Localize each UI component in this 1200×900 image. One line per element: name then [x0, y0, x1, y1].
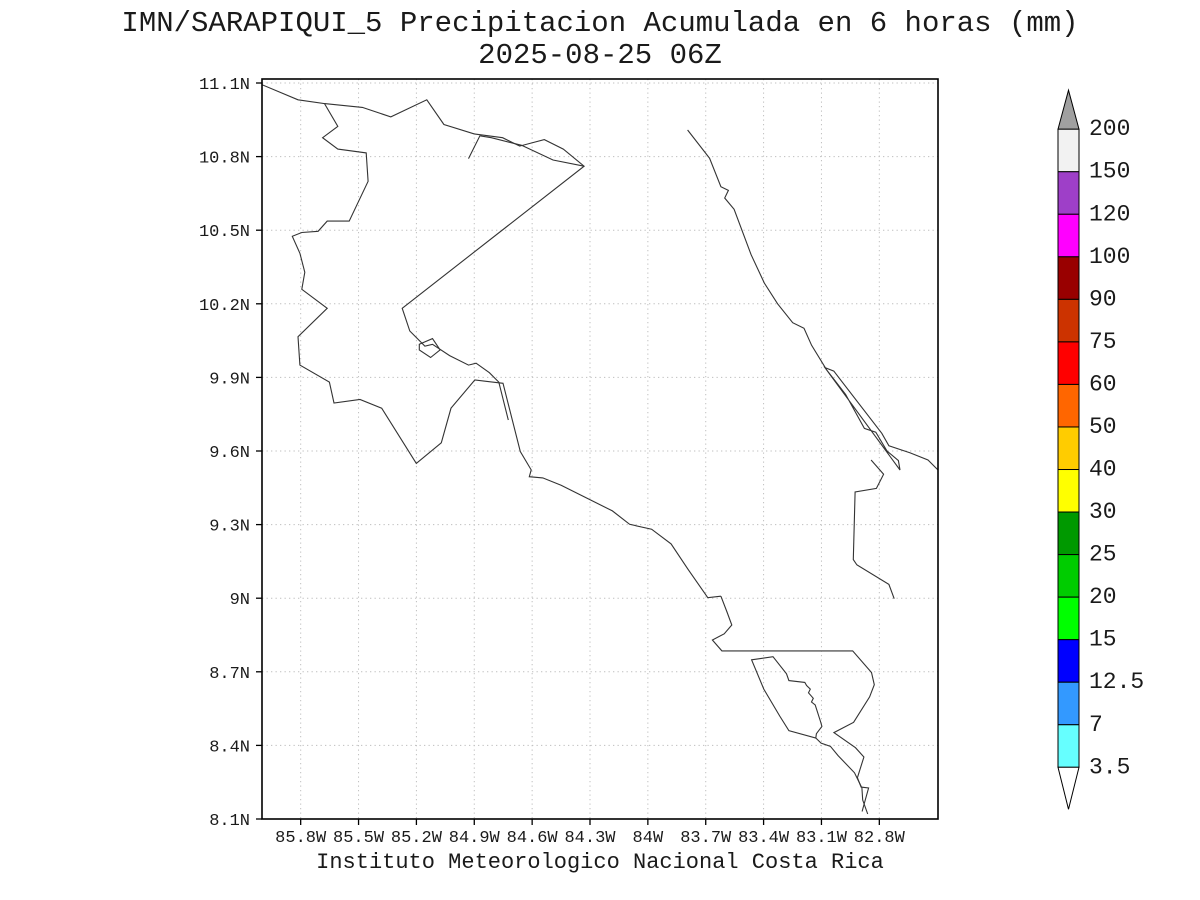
svg-text:12.5: 12.5 — [1089, 669, 1144, 695]
svg-text:IMN/SARAPIQUI_5 Precipitacion: IMN/SARAPIQUI_5 Precipitacion Acumulada … — [121, 7, 1078, 40]
svg-text:84.6W: 84.6W — [507, 829, 559, 848]
svg-text:8.4N: 8.4N — [209, 738, 250, 757]
svg-text:50: 50 — [1089, 414, 1117, 440]
svg-text:120: 120 — [1089, 201, 1130, 227]
svg-text:90: 90 — [1089, 286, 1117, 312]
svg-text:30: 30 — [1089, 499, 1117, 525]
svg-text:9.9N: 9.9N — [209, 370, 250, 389]
svg-text:10.2N: 10.2N — [199, 297, 250, 316]
svg-text:83.1W: 83.1W — [796, 829, 848, 848]
svg-text:Instituto Meteorologico Nacion: Instituto Meteorologico Nacional Costa R… — [316, 850, 884, 875]
svg-text:9.6N: 9.6N — [209, 444, 250, 463]
svg-text:85.5W: 85.5W — [333, 829, 385, 848]
svg-text:85.2W: 85.2W — [391, 829, 443, 848]
svg-text:85.8W: 85.8W — [275, 829, 327, 848]
svg-text:84.9W: 84.9W — [449, 829, 501, 848]
svg-text:84W: 84W — [633, 829, 664, 848]
svg-text:200: 200 — [1089, 116, 1130, 142]
svg-text:83.4W: 83.4W — [738, 829, 790, 848]
svg-text:25: 25 — [1089, 542, 1117, 568]
svg-text:10.5N: 10.5N — [199, 223, 250, 242]
svg-text:9N: 9N — [230, 591, 250, 610]
svg-text:40: 40 — [1089, 457, 1117, 483]
svg-text:11.1N: 11.1N — [199, 76, 250, 95]
svg-text:15: 15 — [1089, 627, 1117, 653]
svg-text:8.7N: 8.7N — [209, 665, 250, 684]
svg-text:10.8N: 10.8N — [199, 150, 250, 169]
svg-text:9.3N: 9.3N — [209, 518, 250, 537]
svg-text:3.5: 3.5 — [1089, 754, 1130, 780]
svg-text:150: 150 — [1089, 159, 1130, 185]
svg-text:82.8W: 82.8W — [854, 829, 906, 848]
svg-text:84.3W: 84.3W — [564, 829, 616, 848]
svg-text:100: 100 — [1089, 244, 1130, 270]
svg-text:75: 75 — [1089, 329, 1117, 355]
svg-text:2025-08-25 06Z: 2025-08-25 06Z — [478, 39, 722, 72]
svg-text:8.1N: 8.1N — [209, 812, 250, 831]
svg-text:7: 7 — [1089, 712, 1103, 738]
svg-text:60: 60 — [1089, 371, 1117, 397]
svg-text:83.7W: 83.7W — [680, 829, 732, 848]
svg-text:20: 20 — [1089, 584, 1117, 610]
